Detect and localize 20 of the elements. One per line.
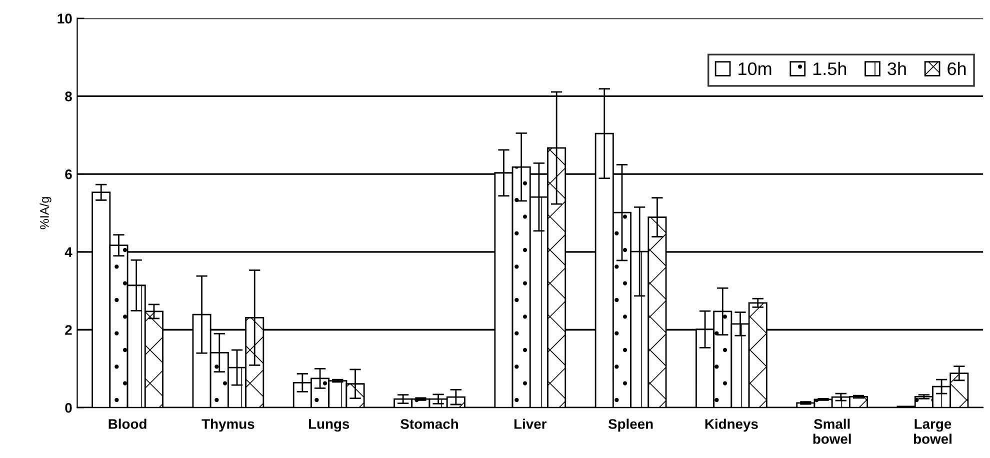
x-tick-label: Kidneys <box>705 418 758 432</box>
legend-label: 3h <box>888 62 906 76</box>
x-tick-label: Lungs <box>308 419 350 432</box>
x-tick-label: Spleen <box>608 418 653 432</box>
y-tick-label: 4 <box>64 247 72 257</box>
y-tick-label: 2 <box>65 325 72 335</box>
legend-label: 10m <box>738 62 772 76</box>
x-tick-label: Blood <box>108 418 146 429</box>
y-axis-title: %IA/g <box>40 197 52 230</box>
y-tick-label: 8 <box>65 92 72 102</box>
y-tick-label: 6 <box>65 169 72 180</box>
x-tick-label: Large bowel <box>914 419 952 444</box>
y-tick-label: 10 <box>58 14 72 24</box>
x-tick-label: Stomach <box>400 418 458 429</box>
legend-label: 6h <box>948 62 966 76</box>
x-tick-label: Thymus <box>202 418 254 432</box>
x-tick-label: Small bowel <box>813 418 851 444</box>
x-tick-label: Liver <box>514 418 547 429</box>
legend-label: 1.5h <box>813 62 846 76</box>
y-tick-label: 0 <box>65 402 72 413</box>
